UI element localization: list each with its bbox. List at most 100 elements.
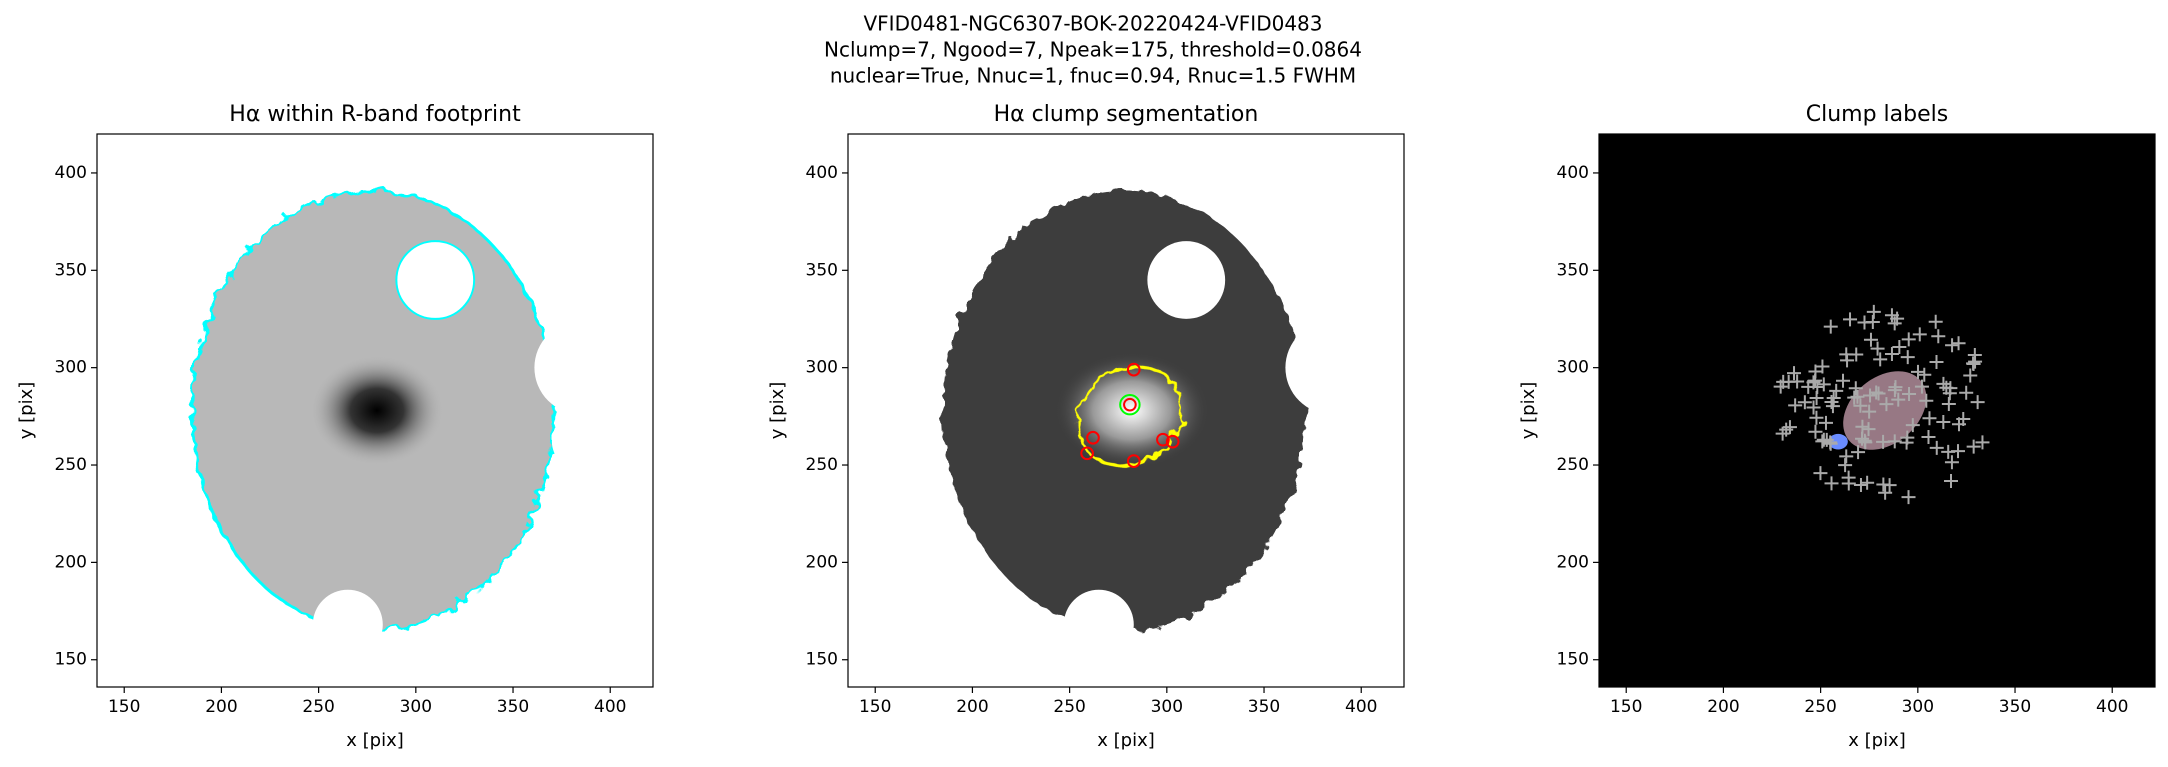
peak-marker: [1902, 386, 1917, 401]
peak-marker: [1887, 383, 1902, 398]
peak-marker: [1843, 312, 1858, 327]
y-axis-label: y [pix]: [16, 382, 37, 440]
peak-marker: [1941, 444, 1956, 459]
peak-marker: [1899, 435, 1914, 450]
mask-hole: [1147, 241, 1226, 319]
peak-marker: [1892, 339, 1907, 354]
x-axis-label: x [pix]: [346, 730, 404, 751]
x-axis-label: x [pix]: [1848, 730, 1906, 751]
y-tick-label: 350: [55, 260, 87, 280]
nucleus: [310, 355, 444, 466]
x-tick-label: 300: [1902, 697, 1934, 717]
panel: 150 200 250 300 350 400 150 200 250 300 350 400 Clum…: [1518, 102, 2156, 751]
peak-marker: [1797, 395, 1812, 410]
peak-marker: [1801, 379, 1816, 394]
mask-hole: [1285, 321, 1379, 415]
peak-marker: [1808, 373, 1823, 388]
x-tick-label: 150: [108, 697, 140, 717]
peak-marker: [1816, 432, 1831, 447]
peak-marker: [1928, 314, 1943, 329]
x-tick-label: 250: [302, 697, 334, 717]
y-tick-label: 400: [1557, 163, 1589, 183]
x-tick-label: 150: [859, 697, 891, 717]
y-tick-label: 400: [806, 163, 838, 183]
peak-marker: [1910, 364, 1925, 379]
peak-marker: [1841, 476, 1856, 491]
peak-marker: [1775, 426, 1790, 441]
panel-title: Clump labels: [1806, 102, 1948, 127]
y-tick-label: 200: [1557, 552, 1589, 572]
peak-marker: [1966, 439, 1981, 454]
x-tick-label: 200: [1707, 697, 1739, 717]
peak-marker: [1823, 319, 1838, 334]
peak-marker: [1850, 389, 1865, 404]
y-tick-label: 350: [1557, 260, 1589, 280]
peak-marker: [1951, 336, 1966, 351]
peak-marker: [1879, 397, 1894, 412]
peak-marker: [1929, 354, 1944, 369]
x-tick-label: 200: [956, 697, 988, 717]
peak-marker: [1853, 398, 1868, 413]
suptitle: Nclump=7, Ngood=7, Npeak=175, threshold=…: [824, 38, 1362, 62]
x-tick-label: 400: [594, 697, 626, 717]
peak-marker: [1921, 429, 1936, 444]
peak-marker: [1878, 485, 1893, 500]
y-tick-label: 150: [1557, 650, 1589, 670]
peak-marker: [1806, 400, 1821, 415]
peak-marker: [1901, 332, 1916, 347]
peak-marker: [1829, 383, 1844, 398]
mask-hole: [396, 241, 475, 319]
image: [190, 163, 628, 660]
peak-marker: [1862, 404, 1877, 419]
image: [943, 163, 1379, 660]
peak-marker: [1861, 422, 1876, 437]
peak-marker: [1963, 368, 1978, 383]
clump: [1080, 446, 1094, 461]
peak-marker: [1917, 367, 1932, 382]
y-tick-label: 250: [1557, 455, 1589, 475]
x-axis-label: x [pix]: [1097, 730, 1155, 751]
y-tick-label: 250: [55, 455, 87, 475]
peak-marker: [1866, 304, 1881, 319]
y-tick-label: 200: [55, 552, 87, 572]
y-axis-label: y [pix]: [1518, 382, 1539, 440]
peak-marker: [1876, 477, 1891, 492]
image: [1773, 304, 1990, 505]
suptitle: VFID0481-NGC6307-BOK-20220424-VFID0483: [864, 12, 1323, 36]
mask-hole: [1302, 414, 1358, 469]
peak-marker: [1919, 393, 1934, 408]
peak-marker: [1809, 390, 1824, 405]
peak-marker: [1905, 418, 1920, 433]
peak-marker: [1809, 410, 1824, 425]
mask-hole: [312, 589, 383, 660]
y-tick-label: 300: [806, 358, 838, 378]
mask-hole: [534, 321, 628, 415]
panel-title: Hα clump segmentation: [994, 102, 1259, 127]
y-tick-label: 200: [806, 552, 838, 572]
peak-marker: [1967, 347, 1982, 362]
peak-marker: [1873, 352, 1888, 367]
panel: 150 200 250 300 350 400 150 200 250 300 350 400 Hα c…: [767, 102, 1405, 751]
nuclear-clump: [1119, 393, 1141, 416]
label-region: [1828, 433, 1848, 450]
peak-marker: [1858, 435, 1873, 450]
peak-marker: [1870, 341, 1885, 356]
peak-marker: [1931, 329, 1946, 344]
peak-marker: [1808, 424, 1823, 439]
clump: [1126, 362, 1141, 377]
y-tick-label: 300: [1557, 358, 1589, 378]
y-tick-label: 250: [806, 455, 838, 475]
peak-marker: [1773, 379, 1788, 394]
suptitle: nuclear=True, Nnuc=1, fnuc=0.94, Rnuc=1.…: [830, 64, 1356, 88]
mask-hole: [1063, 589, 1134, 660]
peak-marker: [1787, 366, 1802, 381]
clump: [1123, 397, 1137, 412]
x-tick-label: 400: [1345, 697, 1377, 717]
x-tick-label: 250: [1053, 697, 1085, 717]
peak-marker: [1790, 374, 1805, 389]
axes-frame: [1598, 133, 2156, 688]
peak-marker: [1914, 379, 1929, 394]
x-tick-label: 300: [400, 697, 432, 717]
peak-marker: [1975, 435, 1990, 450]
peak-marker: [1851, 445, 1866, 460]
